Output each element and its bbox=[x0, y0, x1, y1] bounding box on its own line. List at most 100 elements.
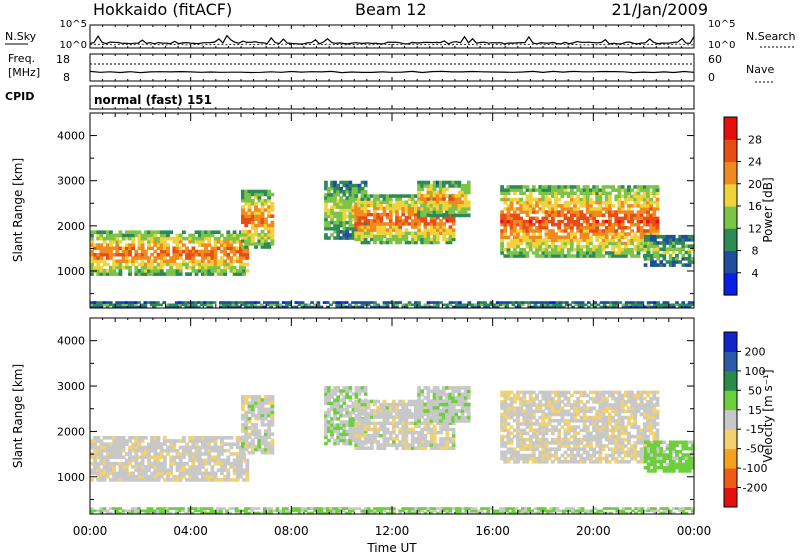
echo-cell bbox=[121, 265, 126, 270]
echo-cell bbox=[554, 235, 558, 239]
echo-cell bbox=[338, 305, 343, 309]
echo-cell bbox=[339, 202, 343, 206]
echo-cell bbox=[260, 420, 265, 424]
echo-cell bbox=[207, 439, 212, 443]
echo-cell bbox=[585, 393, 590, 398]
echo-cell bbox=[404, 427, 409, 432]
echo-cell bbox=[617, 216, 622, 221]
echo-cell bbox=[541, 188, 546, 192]
echo-cell bbox=[112, 259, 116, 263]
echo-cell bbox=[330, 220, 334, 225]
echo-cell bbox=[357, 225, 362, 229]
echo-cell bbox=[604, 235, 609, 239]
echo-cell bbox=[442, 200, 446, 205]
echo-cell bbox=[445, 399, 450, 404]
echo-cell bbox=[150, 272, 154, 276]
echo-cell bbox=[420, 219, 424, 223]
echo-cell bbox=[392, 443, 396, 447]
echo-cell bbox=[357, 197, 362, 201]
echo-cell bbox=[254, 401, 258, 405]
date-title: 21/Jan/2009 bbox=[611, 0, 708, 19]
echo-cell bbox=[385, 301, 390, 304]
echo-cell bbox=[351, 205, 356, 209]
echo-cell bbox=[241, 435, 245, 439]
echo-cell bbox=[360, 190, 365, 194]
echo-cell bbox=[576, 425, 581, 429]
echo-cell bbox=[351, 223, 356, 228]
echo-cell bbox=[191, 269, 196, 273]
echo-cell bbox=[466, 419, 471, 423]
echo-cell bbox=[570, 229, 574, 233]
echo-cell bbox=[557, 229, 562, 233]
echo-cell bbox=[432, 392, 437, 397]
echo-cell bbox=[516, 200, 520, 205]
echo-cell bbox=[500, 188, 504, 192]
echo-cell bbox=[585, 431, 590, 436]
echo-cell bbox=[451, 200, 456, 205]
echo-cell bbox=[420, 421, 424, 425]
echo-cell bbox=[395, 301, 399, 304]
echo-cell bbox=[414, 305, 418, 309]
echo-cell bbox=[525, 241, 530, 246]
echo-cell bbox=[646, 301, 651, 304]
echo-cell bbox=[653, 238, 657, 242]
echo-cell bbox=[566, 447, 571, 451]
echo-cell bbox=[528, 244, 533, 249]
echo-cell bbox=[519, 441, 523, 445]
echo-cell bbox=[451, 396, 456, 400]
echo-cell bbox=[524, 301, 528, 304]
echo-cell bbox=[429, 389, 434, 394]
echo-cell bbox=[646, 222, 650, 227]
echo-cell bbox=[112, 465, 116, 469]
echo-cell bbox=[241, 199, 245, 203]
echo-cell bbox=[560, 185, 565, 189]
echo-cell bbox=[260, 447, 265, 452]
echo-cell bbox=[423, 424, 428, 429]
echo-cell bbox=[210, 445, 215, 450]
echo-cell bbox=[166, 269, 170, 273]
echo-cell bbox=[379, 234, 384, 239]
echo-cell bbox=[547, 185, 552, 189]
echo-cell bbox=[611, 222, 615, 227]
echo-cell bbox=[547, 235, 552, 239]
echo-cell bbox=[531, 229, 536, 233]
echo-cell bbox=[432, 180, 437, 185]
echo-cell bbox=[436, 237, 440, 242]
echo-cell bbox=[345, 180, 350, 185]
echo-cell bbox=[351, 301, 355, 304]
echo-cell bbox=[159, 461, 164, 466]
echo-cell bbox=[382, 437, 387, 441]
echo-cell bbox=[354, 399, 358, 404]
echo-cell bbox=[528, 191, 533, 195]
echo-cell bbox=[213, 243, 218, 247]
echo-cell bbox=[244, 217, 249, 221]
echo-cell bbox=[429, 200, 434, 205]
echo-cell bbox=[525, 431, 530, 436]
echo-cell bbox=[560, 248, 565, 252]
echo-cell bbox=[582, 437, 587, 442]
echo-cell bbox=[665, 241, 670, 245]
echo-cell bbox=[563, 213, 568, 217]
echo-cell bbox=[573, 409, 577, 414]
echo-cell bbox=[503, 226, 508, 230]
echo-cell bbox=[247, 301, 251, 304]
echo-cell bbox=[270, 413, 275, 418]
echo-cell bbox=[512, 456, 517, 461]
echo-cell bbox=[563, 235, 568, 239]
echo-cell bbox=[541, 210, 546, 214]
echo-cell bbox=[229, 246, 234, 251]
echo-cell bbox=[509, 197, 514, 202]
echo-cell bbox=[112, 442, 116, 446]
echo-cell bbox=[420, 399, 424, 403]
echo-cell bbox=[566, 226, 571, 230]
echo-cell bbox=[623, 248, 628, 252]
echo-cell bbox=[263, 245, 268, 249]
echo-cell bbox=[429, 409, 434, 413]
echo-cell bbox=[109, 445, 113, 450]
echo-cell bbox=[429, 434, 434, 438]
echo-cell bbox=[585, 238, 590, 243]
echo-cell bbox=[582, 244, 587, 249]
echo-cell bbox=[429, 415, 434, 420]
echo-cell bbox=[535, 403, 539, 407]
echo-cell bbox=[522, 393, 527, 398]
